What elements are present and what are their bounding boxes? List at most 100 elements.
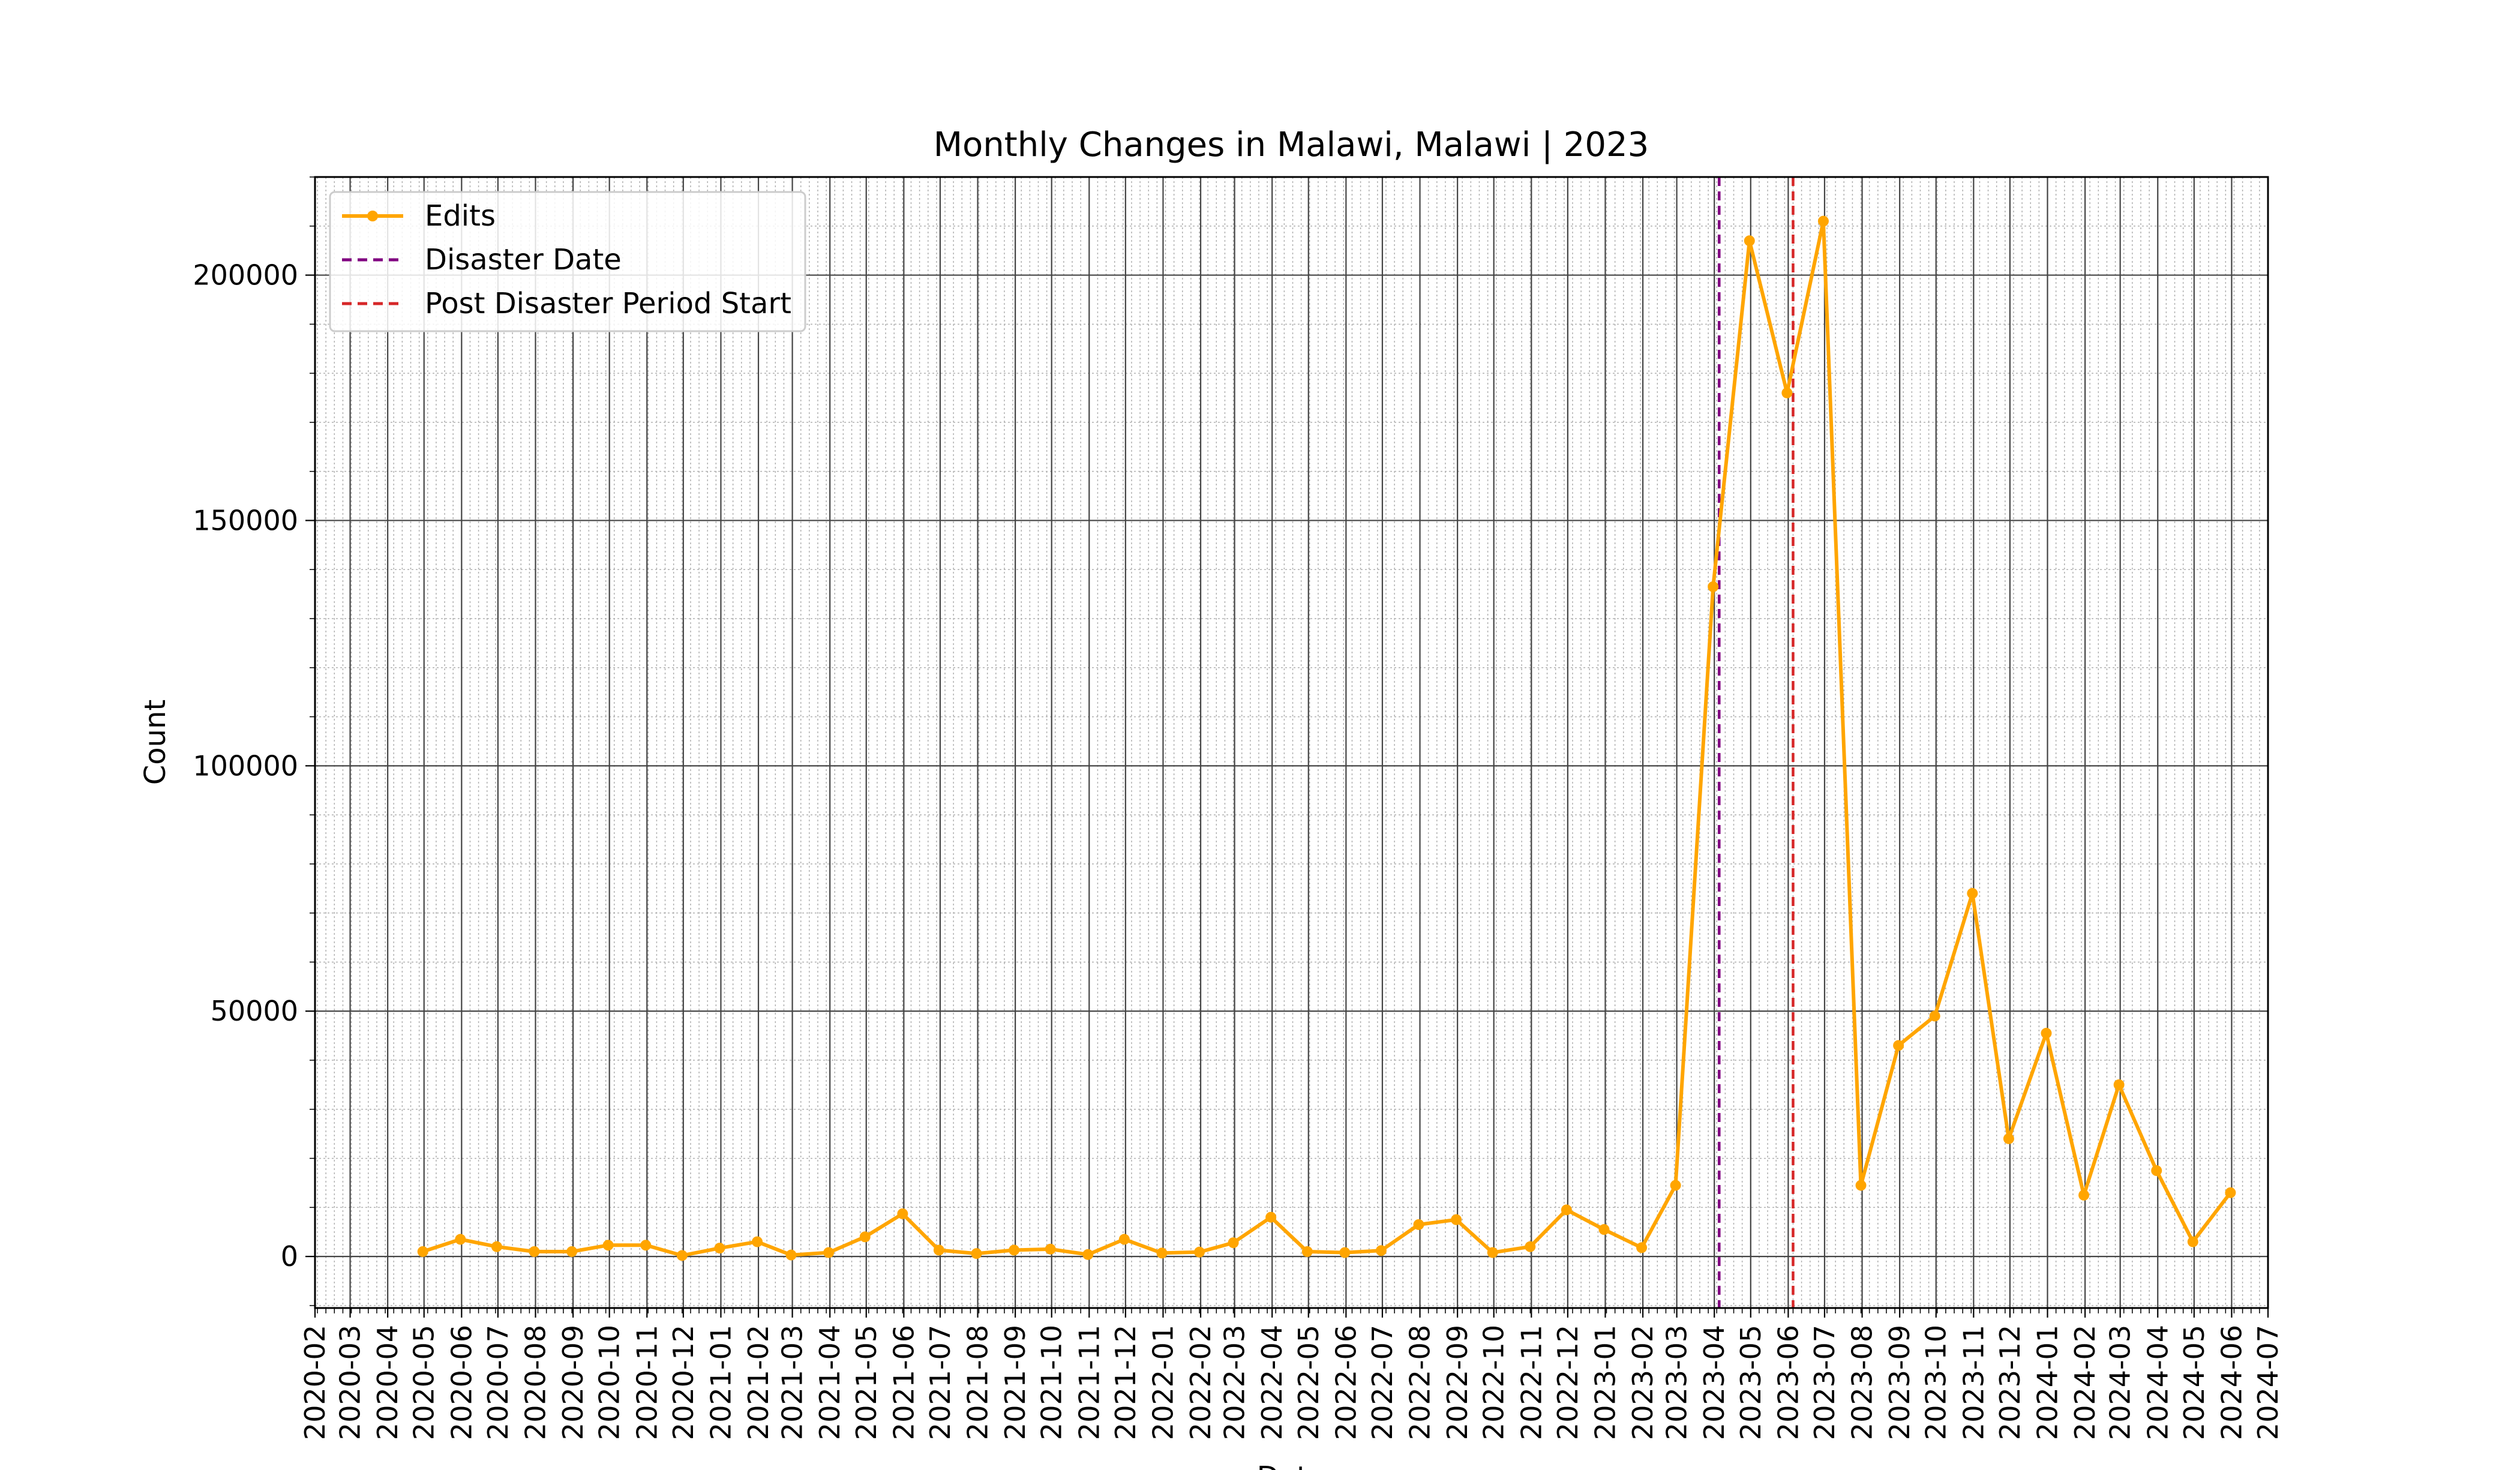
x-tick-label: 2021-09 [999, 1325, 1031, 1440]
edits-data-point [859, 1231, 871, 1243]
x-tick-label: 2021-01 [704, 1325, 737, 1440]
edits-data-point [2078, 1189, 2090, 1201]
x-tick-label: 2023-11 [1957, 1325, 1990, 1440]
x-tick-label: 2022-11 [1515, 1325, 1547, 1440]
x-tick-label: 2022-04 [1256, 1325, 1288, 1440]
edits-data-point [897, 1208, 908, 1219]
x-tick-label: 2021-03 [776, 1325, 809, 1440]
x-axis-label: Date [1257, 1460, 1326, 1470]
edits-data-point [2003, 1133, 2014, 1144]
x-tick-label: 2024-05 [2178, 1325, 2210, 1440]
x-tick-label: 2022-08 [1404, 1325, 1436, 1440]
edits-data-point [1855, 1180, 1867, 1191]
x-tick-label: 2023-12 [1994, 1325, 2026, 1440]
x-tick-label: 2020-05 [408, 1325, 440, 1440]
edits-data-point [2113, 1079, 2125, 1090]
x-tick-label: 2023-09 [1883, 1325, 1916, 1440]
x-tick-label: 2024-02 [2069, 1325, 2101, 1440]
x-tick-label: 2023-10 [1920, 1325, 1952, 1440]
edits-data-point [491, 1241, 502, 1252]
x-tick-label: 2021-11 [1073, 1325, 1105, 1440]
edits-data-point [1670, 1180, 1681, 1191]
x-tick-label: 2022-01 [1147, 1325, 1179, 1440]
edits-data-point [566, 1246, 578, 1257]
edits-series-line [422, 219, 2232, 1258]
legend-edits-marker [367, 211, 378, 221]
x-tick-label: 2020-11 [631, 1325, 663, 1440]
edits-data-point [1156, 1247, 1168, 1259]
x-tick-label: 2021-08 [962, 1325, 994, 1440]
edits-data-point [1265, 1211, 1277, 1223]
x-tick-label: 2020-03 [334, 1325, 367, 1440]
x-tick-label: 2021-12 [1109, 1325, 1142, 1440]
x-tick-label: 2020-12 [667, 1325, 700, 1440]
x-tick-label: 2023-07 [1808, 1325, 1841, 1440]
edits-data-point [1339, 1247, 1351, 1258]
legend-edits-label: Edits [425, 199, 496, 233]
x-tick-label: 2024-03 [2104, 1325, 2137, 1440]
y-tick-label: 100000 [193, 749, 298, 782]
x-tick-label: 2023-05 [1735, 1325, 1767, 1440]
y-axis-label: Count [139, 700, 172, 785]
series-group [417, 215, 2236, 1261]
x-tick-label: 2022-06 [1330, 1325, 1362, 1440]
edits-data-point [602, 1240, 614, 1251]
edits-data-point [1118, 1234, 1130, 1245]
edits-data-point [1045, 1243, 1056, 1255]
x-tick-label: 2024-04 [2141, 1325, 2174, 1440]
edits-data-point [1375, 1245, 1387, 1256]
x-tick-label: 2020-04 [371, 1325, 404, 1440]
y-tick-label: 200000 [193, 259, 298, 292]
edits-data-point [417, 1246, 428, 1257]
edits-data-point [1082, 1249, 1094, 1260]
edits-data-point [785, 1249, 797, 1261]
edits-data-point [1451, 1214, 1462, 1225]
x-tick-label: 2024-01 [2032, 1325, 2064, 1440]
edits-data-point [640, 1240, 652, 1251]
x-tick-label: 2023-06 [1772, 1325, 1804, 1440]
axes-frame [314, 176, 2269, 1309]
edits-data-point [1413, 1219, 1424, 1230]
x-tick-label: 2020-08 [520, 1325, 552, 1440]
x-tick-label: 2020-10 [593, 1325, 626, 1440]
y-tick-label: 0 [281, 1240, 298, 1273]
edits-data-point [2151, 1165, 2162, 1177]
edits-data-point [1194, 1246, 1205, 1258]
edits-data-point [1525, 1241, 1536, 1252]
x-tick-label: 2023-03 [1661, 1325, 1693, 1440]
edits-data-point [529, 1246, 540, 1257]
edits-data-point [752, 1236, 763, 1247]
x-tick-label: 2021-06 [887, 1325, 920, 1440]
edits-data-point [823, 1247, 835, 1258]
y-tick-label: 50000 [211, 995, 298, 1027]
x-tick-label: 2020-02 [299, 1325, 331, 1440]
x-tick-label: 2020-07 [482, 1325, 514, 1440]
x-tick-label: 2022-02 [1184, 1325, 1217, 1440]
edits-data-point [1228, 1237, 1239, 1249]
chart-title: Monthly Changes in Malawi, Malawi | 2023 [934, 125, 1649, 164]
x-tick-label: 2022-12 [1552, 1325, 1584, 1440]
x-tick-label: 2021-10 [1036, 1325, 1068, 1440]
edits-data-point [1781, 387, 1793, 398]
x-tick-label: 2023-02 [1627, 1325, 1659, 1440]
x-tick-label: 2023-08 [1846, 1325, 1879, 1440]
edits-data-point [1929, 1010, 1940, 1022]
legend-post-disaster-label: Post Disaster Period Start [425, 287, 791, 320]
edits-data-point [1967, 887, 1978, 899]
x-tick-label: 2023-01 [1589, 1325, 1621, 1440]
edits-data-point [1009, 1244, 1020, 1256]
legend-box [329, 191, 806, 332]
edits-data-point [714, 1243, 725, 1254]
x-tick-label: 2021-05 [850, 1325, 883, 1440]
edits-data-point [1487, 1247, 1498, 1258]
x-tick-label: 2020-09 [557, 1325, 589, 1440]
edits-data-point [1744, 235, 1755, 247]
x-tick-label: 2022-10 [1478, 1325, 1510, 1440]
edits-data-point [1817, 215, 1829, 227]
x-tick-label: 2020-06 [445, 1325, 478, 1440]
edits-data-point [1636, 1242, 1648, 1253]
edits-data-point [2187, 1236, 2198, 1247]
x-tick-label: 2024-07 [2252, 1325, 2284, 1440]
x-tick-label: 2023-04 [1698, 1325, 1730, 1440]
